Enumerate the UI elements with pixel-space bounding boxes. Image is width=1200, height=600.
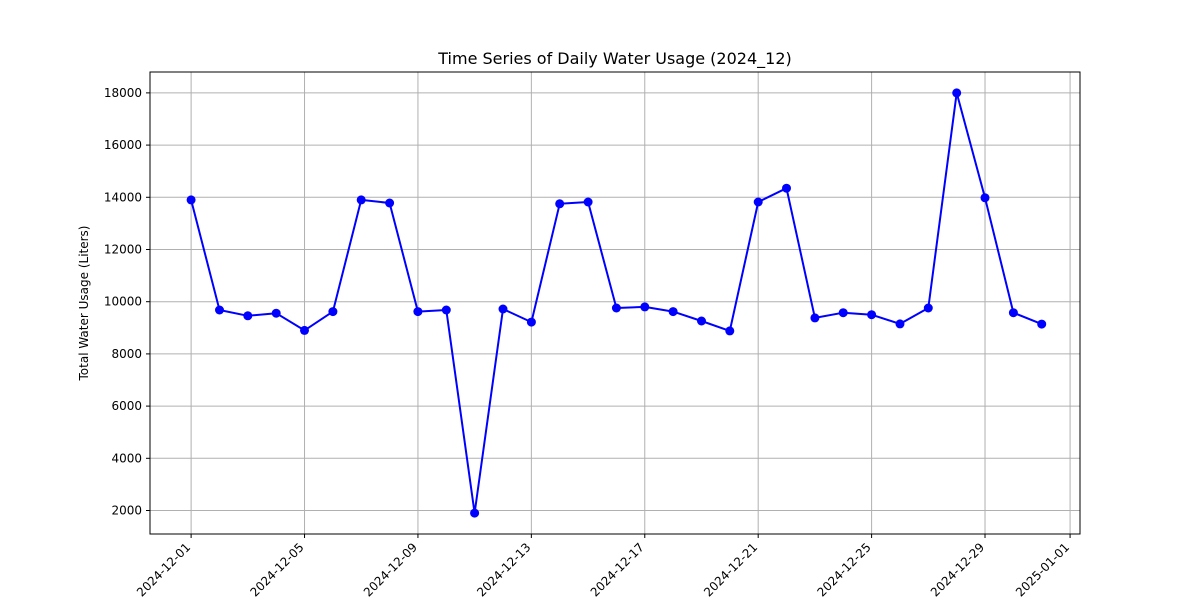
y-tick-label: 2000 (111, 504, 142, 518)
y-tick-label: 8000 (111, 347, 142, 361)
data-point (498, 304, 508, 314)
data-point (810, 313, 820, 323)
data-point (753, 197, 763, 207)
data-point (895, 319, 905, 329)
data-point (271, 308, 281, 318)
data-point (328, 307, 338, 317)
y-tick-label: 10000 (104, 295, 142, 309)
data-point (838, 308, 848, 318)
data-point (668, 307, 678, 317)
plot-area-frame (149, 71, 1081, 535)
y-axis: 2000 4000 6000 8000 10000 12000 14000 16000 1800… (104, 86, 150, 518)
y-tick-label: 16000 (104, 138, 142, 152)
chart-title: Time Series of Daily Water Usage (2024_1… (437, 49, 792, 69)
y-tick-label: 12000 (104, 242, 142, 256)
data-point (470, 508, 480, 518)
y-axis-title: Total Water Usage (Liters) (77, 226, 91, 382)
data-point (413, 307, 423, 317)
y-tick-label: 6000 (111, 399, 142, 413)
y-tick-label: 14000 (104, 190, 142, 204)
data-point (215, 305, 224, 315)
data-point (980, 193, 990, 203)
data-point (952, 88, 962, 98)
data-point (441, 305, 451, 315)
data-point (385, 198, 395, 208)
data-point (1037, 319, 1047, 329)
data-point (186, 195, 196, 205)
y-tick-label: 4000 (111, 451, 142, 465)
data-points (186, 88, 1047, 518)
data-point (923, 303, 933, 313)
data-point (243, 311, 253, 321)
data-point (725, 326, 735, 336)
data-point (300, 325, 309, 335)
data-point (1008, 308, 1018, 318)
data-point (640, 302, 650, 312)
data-point (356, 195, 366, 205)
data-point (611, 303, 621, 313)
data-point (697, 316, 706, 326)
y-tick-label: 18000 (104, 86, 142, 100)
data-point (526, 317, 536, 327)
data-point (867, 310, 877, 320)
data-point (555, 199, 565, 209)
data-point (583, 197, 593, 207)
data-point (782, 183, 791, 193)
